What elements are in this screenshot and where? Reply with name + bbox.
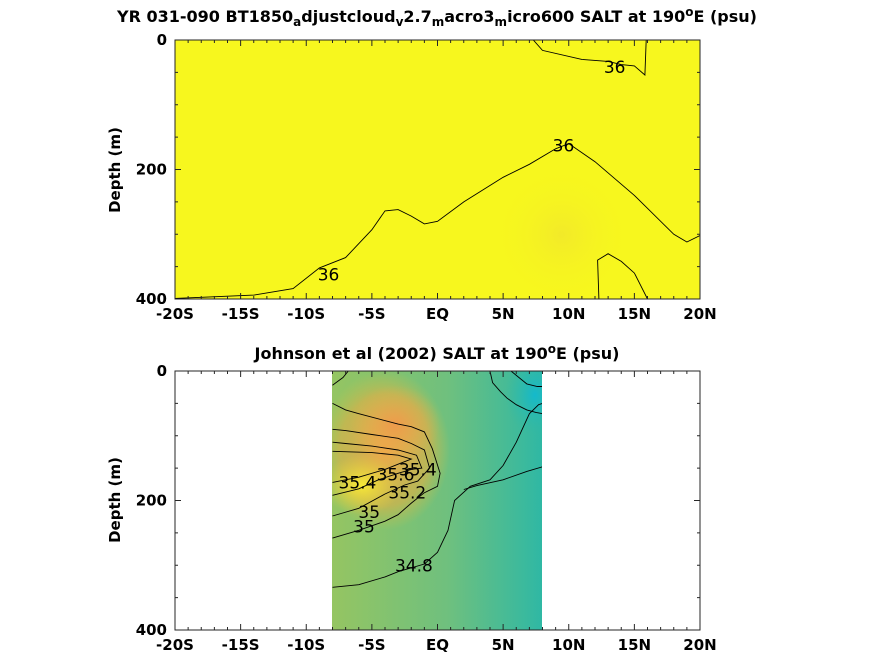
contour-label: 36	[553, 137, 575, 157]
contour-line-35-4	[332, 441, 423, 496]
contour-line-35	[332, 402, 441, 539]
contour-line-36	[532, 40, 647, 76]
contour-label: 35.2	[388, 484, 426, 504]
top-salinity-low-patch	[485, 165, 625, 299]
contour-label: 35.4	[339, 473, 377, 493]
x-tick-label: 15N	[618, 305, 651, 323]
contour-label: 36	[318, 265, 340, 285]
contour-label: 35.4	[399, 460, 437, 480]
x-tick-label: 10N	[552, 305, 585, 323]
y-tick-label: 400	[136, 621, 167, 639]
title-part: icro600 SALT at 190	[507, 7, 685, 26]
x-tick-label: 5N	[492, 305, 515, 323]
contour-label: 34.8	[395, 556, 433, 576]
x-tick-label: 5N	[492, 636, 515, 654]
x-tick-label: 10N	[552, 636, 585, 654]
title-part: djustcloud	[301, 7, 395, 26]
x-tick-label: -5S	[358, 636, 385, 654]
y-tick-label: 0	[157, 31, 167, 49]
top-panel-title: YR 031-090 BT1850adjustcloudv2.7macro3mi…	[116, 5, 757, 29]
y-tick-label: 400	[136, 290, 167, 308]
title-part: 2.7	[403, 7, 431, 26]
title-part: o	[685, 5, 693, 19]
bottom-chart-title: Johnson et al (2002) SALT at 190oE (psu)	[254, 342, 620, 363]
bottom-ticks: -20S -15S -10S -5S EQ 5N 10N 15N 20N 0 200 400	[136, 362, 717, 654]
title-part: o	[548, 342, 556, 356]
top-ticks: -20S -15S -10S -5S EQ 5N 10N 15N 20N 0 200 400	[136, 31, 717, 323]
contour-label: 35	[353, 517, 375, 537]
bottom-panel: Johnson et al (2002) SALT at 190oE (psu)…	[106, 342, 717, 654]
contour-label: 35.6	[377, 466, 415, 486]
top-contours	[175, 40, 700, 299]
top-y-axis-label: Depth (m)	[106, 127, 124, 213]
x-tick-label: 20N	[683, 305, 716, 323]
title-part: m	[495, 15, 508, 29]
y-tick-label: 0	[157, 362, 167, 380]
title-part: E (psu)	[556, 344, 620, 363]
x-tick-label: 15N	[618, 636, 651, 654]
contour-line-35-6	[332, 450, 413, 483]
contour-line-34-6	[489, 371, 542, 415]
x-tick-label: -15S	[222, 636, 260, 654]
title-part: YR 031-090 BT1850	[116, 7, 293, 26]
y-tick-label: 200	[136, 161, 167, 179]
contour-line-36	[175, 143, 700, 299]
bottom-contours	[332, 371, 542, 588]
contour-line-34-6	[463, 466, 542, 490]
title-part: Johnson et al (2002) SALT at 190	[254, 344, 548, 363]
x-tick-label: -5S	[358, 305, 385, 323]
contour-label: 36	[604, 58, 626, 78]
top-chart-title: YR 031-090 BT1850adjustcloudv2.7macro3mi…	[116, 5, 757, 29]
title-part: a	[293, 15, 301, 29]
bottom-y-axis-label: Depth (m)	[106, 457, 124, 543]
bottom-salinity-orange-core	[350, 385, 440, 465]
title-part: m	[432, 15, 445, 29]
bottom-salinity-teal-core	[505, 371, 542, 435]
bottom-panel-title: Johnson et al (2002) SALT at 190oE (psu)	[254, 342, 620, 363]
title-part: acro3	[444, 7, 494, 26]
x-tick-label: EQ	[426, 305, 449, 323]
contour-line-36	[597, 253, 648, 299]
contour-line-35-2	[332, 428, 431, 517]
contour-line-34-8	[332, 403, 542, 588]
x-tick-label: -20S	[156, 305, 194, 323]
x-tick-label: EQ	[426, 636, 449, 654]
top-salinity-field	[175, 40, 700, 299]
x-tick-label: -10S	[287, 305, 325, 323]
x-tick-label: 20N	[683, 636, 716, 654]
contour-label: 35	[358, 503, 380, 523]
x-tick-label: -20S	[156, 636, 194, 654]
contour-line-34-8	[332, 371, 349, 386]
contour-line-34-4	[510, 371, 542, 387]
x-tick-label: -10S	[287, 636, 325, 654]
title-part: v	[396, 15, 404, 29]
x-tick-label: -15S	[222, 305, 260, 323]
top-contour-labels: 36 36 36	[318, 58, 626, 285]
top-panel: YR 031-090 BT1850adjustcloudv2.7macro3mi…	[106, 5, 757, 323]
y-tick-label: 200	[136, 492, 167, 510]
title-part: E (psu)	[693, 7, 757, 26]
